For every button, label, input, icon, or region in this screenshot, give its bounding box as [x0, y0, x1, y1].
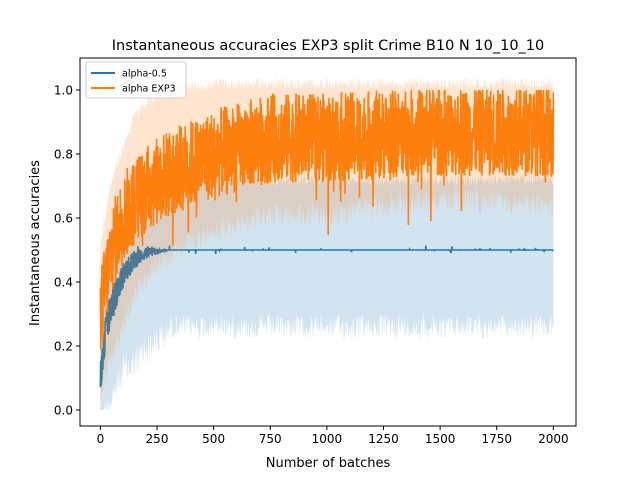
x-tick-label-1500: 1500: [425, 432, 456, 446]
y-tick-label-0: 0.0: [54, 404, 73, 418]
y-tick-label-1: 1.0: [54, 84, 73, 98]
chart-title: Instantaneous accuracies EXP3 split Crim…: [112, 38, 545, 54]
legend-label-alpha-exp3: alpha EXP3: [122, 84, 176, 95]
legend: alpha-0.5 alpha EXP3: [85, 61, 187, 99]
x-tick-label-1000: 1000: [312, 432, 343, 446]
y-axis-label: Instantaneous accuracies: [28, 160, 43, 326]
x-tick-label-0: 0: [97, 432, 105, 446]
x-tick-label-2000: 2000: [538, 432, 569, 446]
y-tick-label-0.2: 0.2: [54, 340, 73, 354]
x-tick-label-1750: 1750: [481, 432, 512, 446]
y-tick-label-0.8: 0.8: [54, 148, 73, 162]
series-line-1: [99, 89, 555, 350]
x-tick-label-500: 500: [202, 432, 225, 446]
plot-frame: [79, 57, 577, 427]
plot-area: [99, 77, 555, 410]
series-band-0: [100, 168, 554, 410]
y-tick-label-0.4: 0.4: [54, 276, 73, 290]
y-tick-label-0.6: 0.6: [54, 212, 73, 226]
x-tick-label-750: 750: [259, 432, 282, 446]
x-tick-label-1250: 1250: [368, 432, 399, 446]
axes: 0 250 500 750 1000 1250 1500 1750 2000 0.0 0.2 0.4 0…: [54, 57, 577, 446]
x-axis-label: Number of batches: [266, 456, 391, 471]
x-tick-label-250: 250: [146, 432, 169, 446]
legend-label-alpha-0.5: alpha-0.5: [122, 69, 167, 80]
series-line-0: [99, 245, 554, 388]
